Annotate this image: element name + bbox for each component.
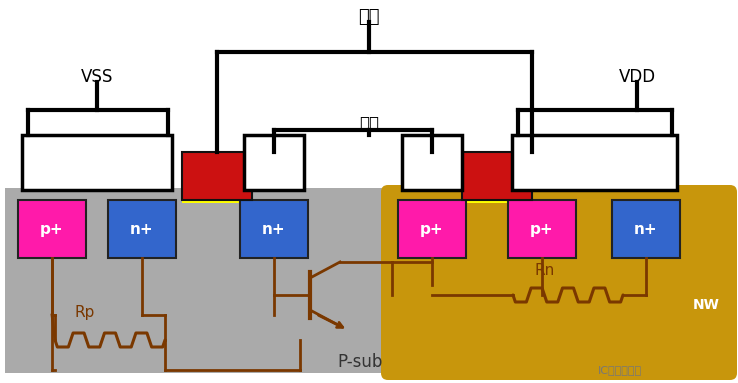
Bar: [244, 135, 304, 190]
Bar: [18, 200, 86, 258]
Text: VDD: VDD: [618, 68, 655, 86]
FancyBboxPatch shape: [381, 185, 737, 380]
Bar: [402, 135, 462, 190]
Text: 输出: 输出: [359, 115, 379, 133]
Bar: [5, 188, 733, 373]
Text: VSS: VSS: [81, 68, 113, 86]
Text: Rn: Rn: [535, 263, 555, 278]
Bar: [182, 152, 252, 200]
Text: p+: p+: [40, 221, 63, 236]
Bar: [612, 200, 680, 258]
Bar: [462, 152, 532, 200]
Text: p+: p+: [420, 221, 444, 236]
Text: P-sub: P-sub: [337, 353, 383, 371]
Bar: [512, 135, 677, 190]
Bar: [182, 196, 252, 203]
Text: IC技能搬运工: IC技能搬运工: [598, 365, 642, 375]
Bar: [398, 200, 466, 258]
Text: n+: n+: [634, 221, 658, 236]
Bar: [508, 200, 576, 258]
Text: 输入: 输入: [358, 8, 380, 26]
Bar: [240, 200, 308, 258]
Text: n+: n+: [262, 221, 286, 236]
Text: p+: p+: [530, 221, 554, 236]
Text: n+: n+: [130, 221, 154, 236]
Bar: [462, 196, 532, 203]
Text: Rp: Rp: [75, 305, 95, 320]
Bar: [22, 135, 172, 190]
Text: NW: NW: [693, 298, 720, 312]
Bar: [108, 200, 176, 258]
